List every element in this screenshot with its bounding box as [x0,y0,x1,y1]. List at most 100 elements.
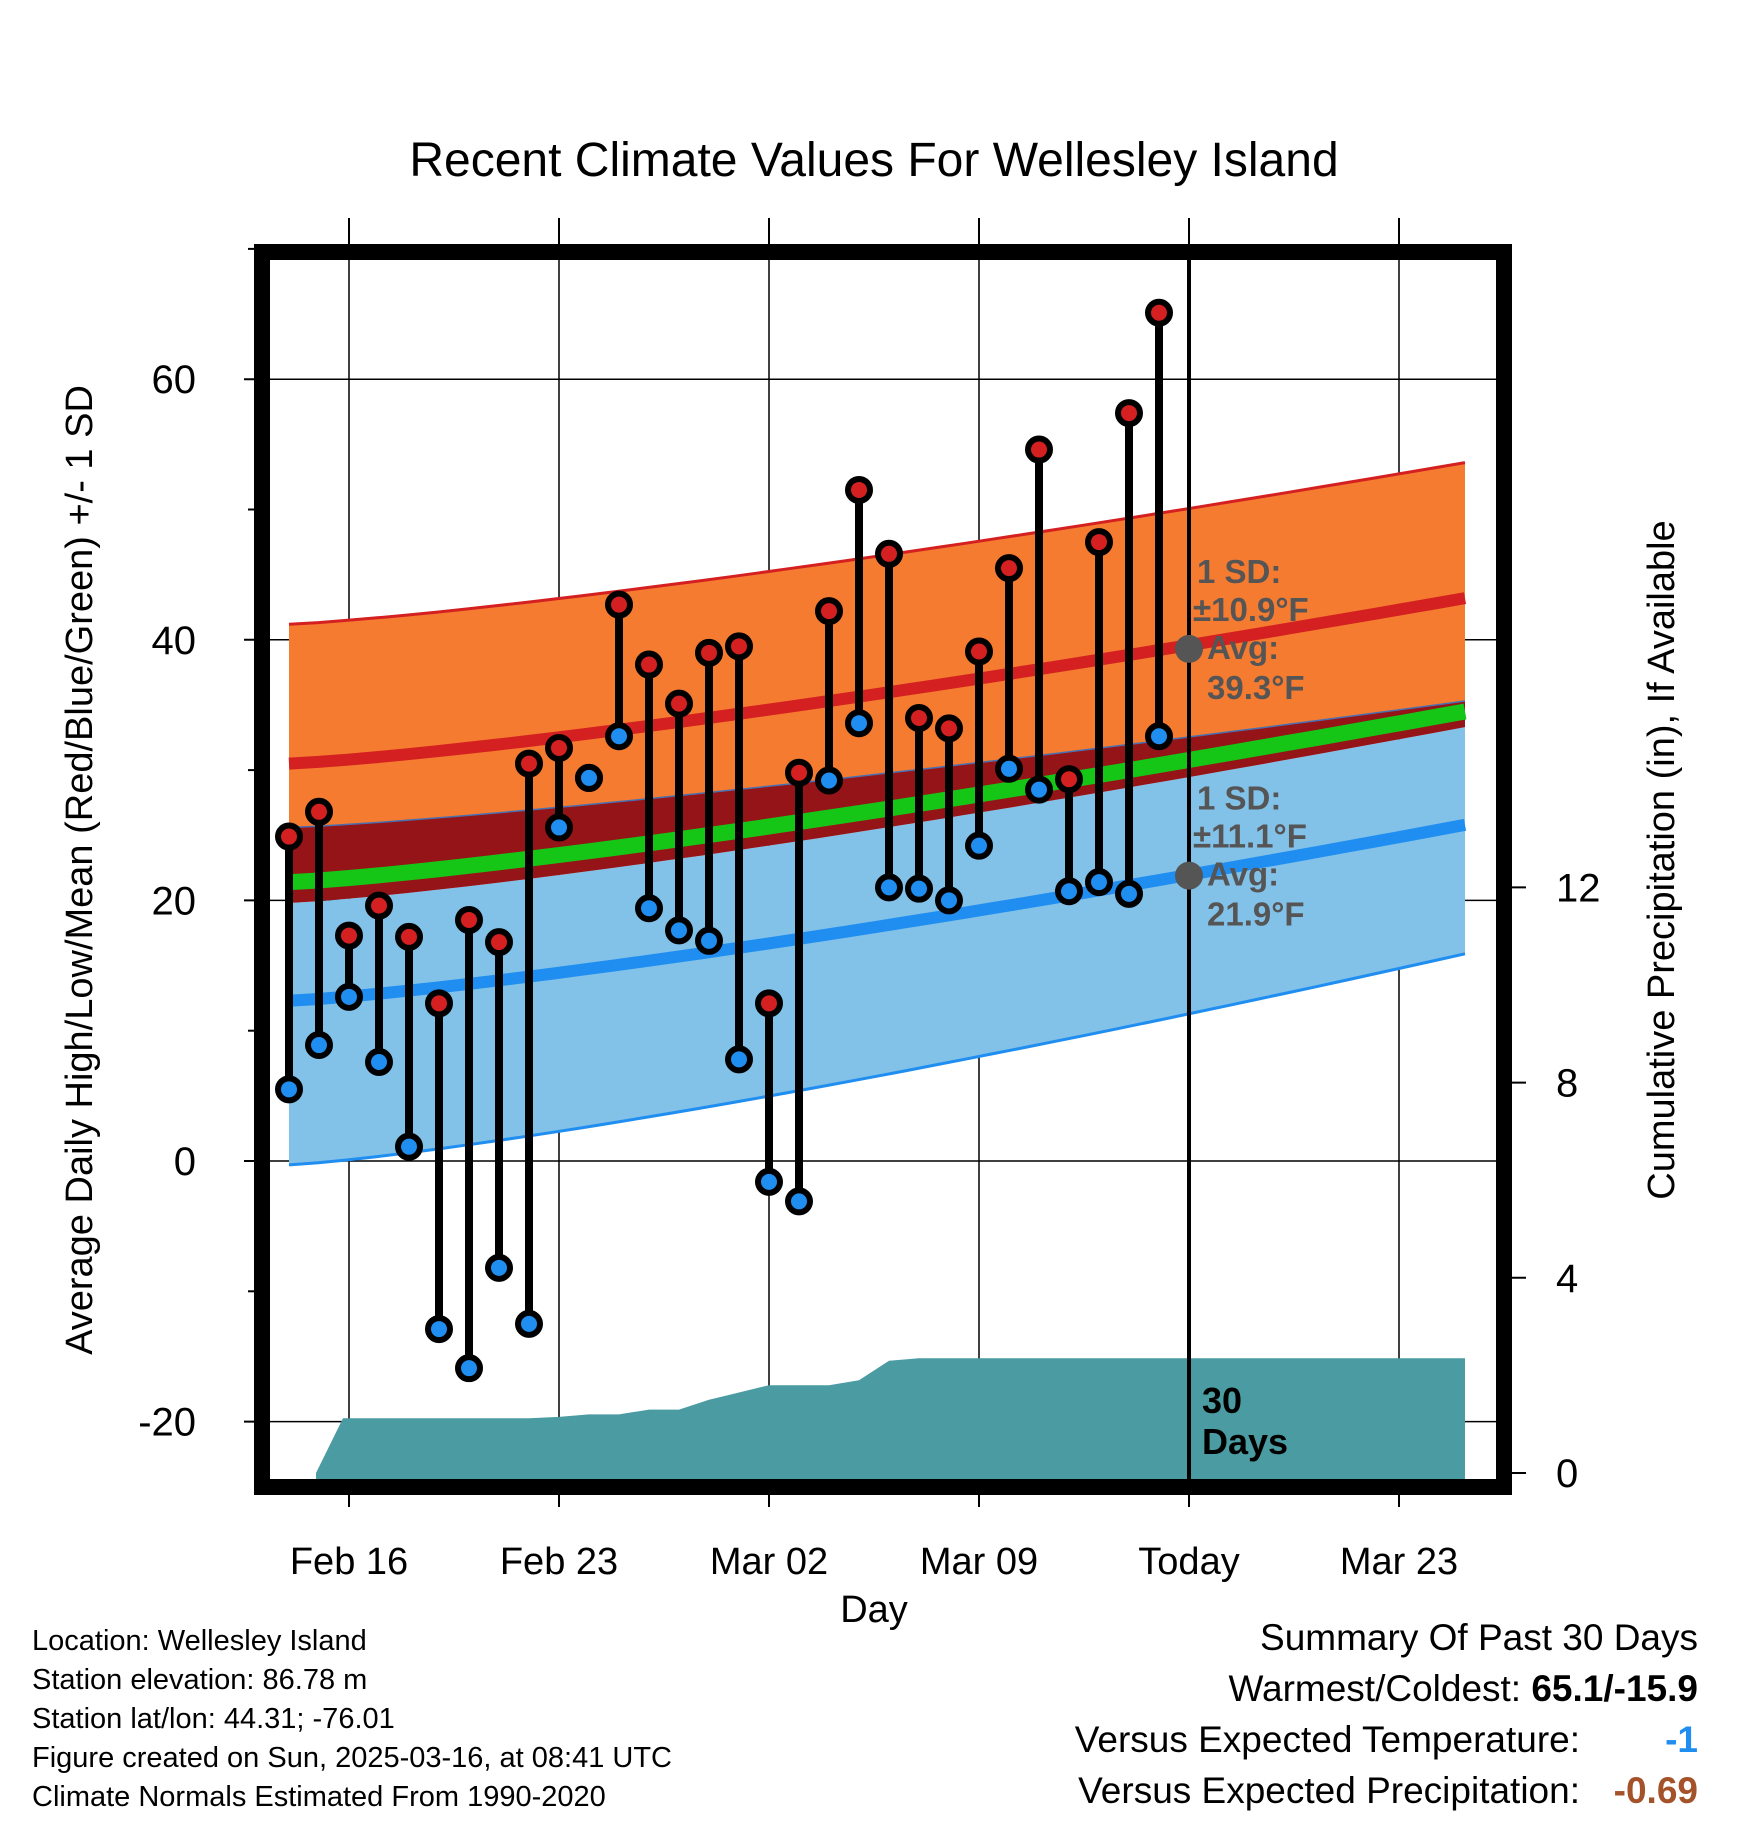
avg-line-average-low [288,818,1467,1007]
daily-high-point [785,758,813,787]
daily-low-point [785,1187,813,1216]
daily-high-point [605,590,633,619]
low-avg-marker [1175,861,1203,890]
avg-line-average-mean [288,703,1467,891]
daily-low-point [875,873,903,902]
daily-low-point [425,1315,453,1344]
avg-line-average-high [288,592,1467,770]
daily-high-point [485,928,513,957]
daily-high-point [275,822,303,851]
precip-days-label-1: 30 [1202,1380,1242,1421]
warmest-value: 65.1/-15.9 [1531,1668,1698,1709]
daily-high-point [1055,765,1083,794]
daily-high-point [395,922,423,951]
daily-high-point [875,539,903,568]
daily-low-point [845,709,873,738]
daily-low-point [275,1075,303,1104]
daily-low-point [455,1354,483,1383]
precipitation-fill [316,1358,1465,1487]
daily-low-point [605,722,633,751]
daily-low-point [485,1253,513,1282]
low-avg-value: 21.9°F [1207,896,1305,933]
temp-vs-expected-row: Versus Expected Temperature: -1 [1075,1714,1698,1765]
daily-low-point [635,894,663,923]
daily-high-point [1025,435,1053,464]
daily-high-point [335,921,363,950]
daily-high-point [1085,528,1113,557]
average-lines [288,592,1467,1007]
daily-low-point [515,1309,543,1338]
daily-low-point [365,1047,393,1076]
daily-high-point [755,989,783,1018]
y-tick-label: 20 [152,879,197,923]
normals-text: Climate Normals Estimated From 1990-2020 [32,1781,606,1813]
daily-low-point [545,813,573,842]
daily-high-point [965,637,993,666]
high-avg-marker [1175,634,1203,663]
daily-low-point [1145,722,1173,751]
precip-days-label-2: Days [1202,1421,1288,1462]
precipitation-area [316,1358,1465,1487]
latlon-text: Station lat/lon: 44.31; -76.01 [32,1703,395,1735]
daily-low-point [1115,879,1143,908]
daily-high-point [995,554,1023,583]
summary-title: Summary Of Past 30 Days [1260,1617,1698,1658]
y2-tick-label: 12 [1556,866,1601,910]
high-band-lower-edge [288,700,1466,829]
chart-title: Recent Climate Values For Wellesley Isla… [409,134,1338,187]
daily-high-point [905,703,933,732]
y-tick-label: 0 [174,1140,196,1184]
daily-high-point [845,475,873,504]
temp-label: Versus Expected Temperature: [1074,1719,1580,1760]
y2-tick-label: 8 [1556,1062,1578,1106]
high-sd-label: 1 SD: [1197,553,1281,590]
low-sd-label: 1 SD: [1197,780,1281,817]
warmest-label: Warmest/Coldest: [1228,1668,1532,1709]
y-tick-label: 40 [152,619,197,663]
daily-low-point [1085,868,1113,897]
x-axis-label: Day [840,1589,908,1631]
daily-high-point [665,689,693,718]
daily-low-point [755,1167,783,1196]
daily-low-point [695,926,723,955]
plot-frame [254,244,1512,1495]
axes: -20 0 20 40 60 0 4 8 12 Feb 16 Feb 23 Mar 02 Mar 09 T… [138,218,1601,1583]
y2-tick-label: 4 [1556,1257,1578,1301]
daily-low-point [335,982,363,1011]
x-tick-label: Mar 23 [1340,1541,1458,1583]
y-tick-label: -20 [138,1401,196,1445]
daily-high-point [365,891,393,920]
x-tick-label: Feb 16 [290,1541,408,1583]
created-text: Figure created on Sun, 2025-03-16, at 08… [32,1742,672,1774]
daily-low-point [665,916,693,945]
daily-high-point [455,905,483,934]
precip-label: Versus Expected Precipitation: [1078,1770,1580,1811]
y2-tick-label: 0 [1556,1452,1578,1496]
daily-high-point [545,733,573,762]
summary-panel: Summary Of Past 30 Days Warmest/Coldest:… [1075,1612,1698,1816]
x-tick-label: Today [1138,1541,1239,1583]
daily-low-point [725,1045,753,1074]
daily-low-point [1025,775,1053,804]
daily-low-point [965,831,993,860]
observations [275,298,1173,1383]
low-band-lower-edge [288,952,1466,1167]
daily-high-point [425,989,453,1018]
high-avg-label: Avg: [1207,629,1279,666]
x-tick-label: Mar 02 [710,1541,828,1583]
daily-high-point [1115,399,1143,428]
y2-axis-label: Cumulative Precipitation (in), If Availa… [1641,520,1683,1199]
high-avg-value: 39.3°F [1207,669,1305,706]
low-sd-band [289,727,1465,1165]
daily-high-point [635,650,663,679]
low-avg-label: Avg: [1207,856,1279,893]
daily-low-point [395,1132,423,1161]
daily-low-point [305,1031,333,1060]
daily-high-point [815,597,843,626]
daily-low-point [575,763,603,792]
daily-high-point [515,749,543,778]
location-text: Location: Wellesley Island [32,1625,367,1657]
elevation-text: Station elevation: 86.78 m [32,1664,368,1696]
y-tick-label: 60 [152,358,197,402]
